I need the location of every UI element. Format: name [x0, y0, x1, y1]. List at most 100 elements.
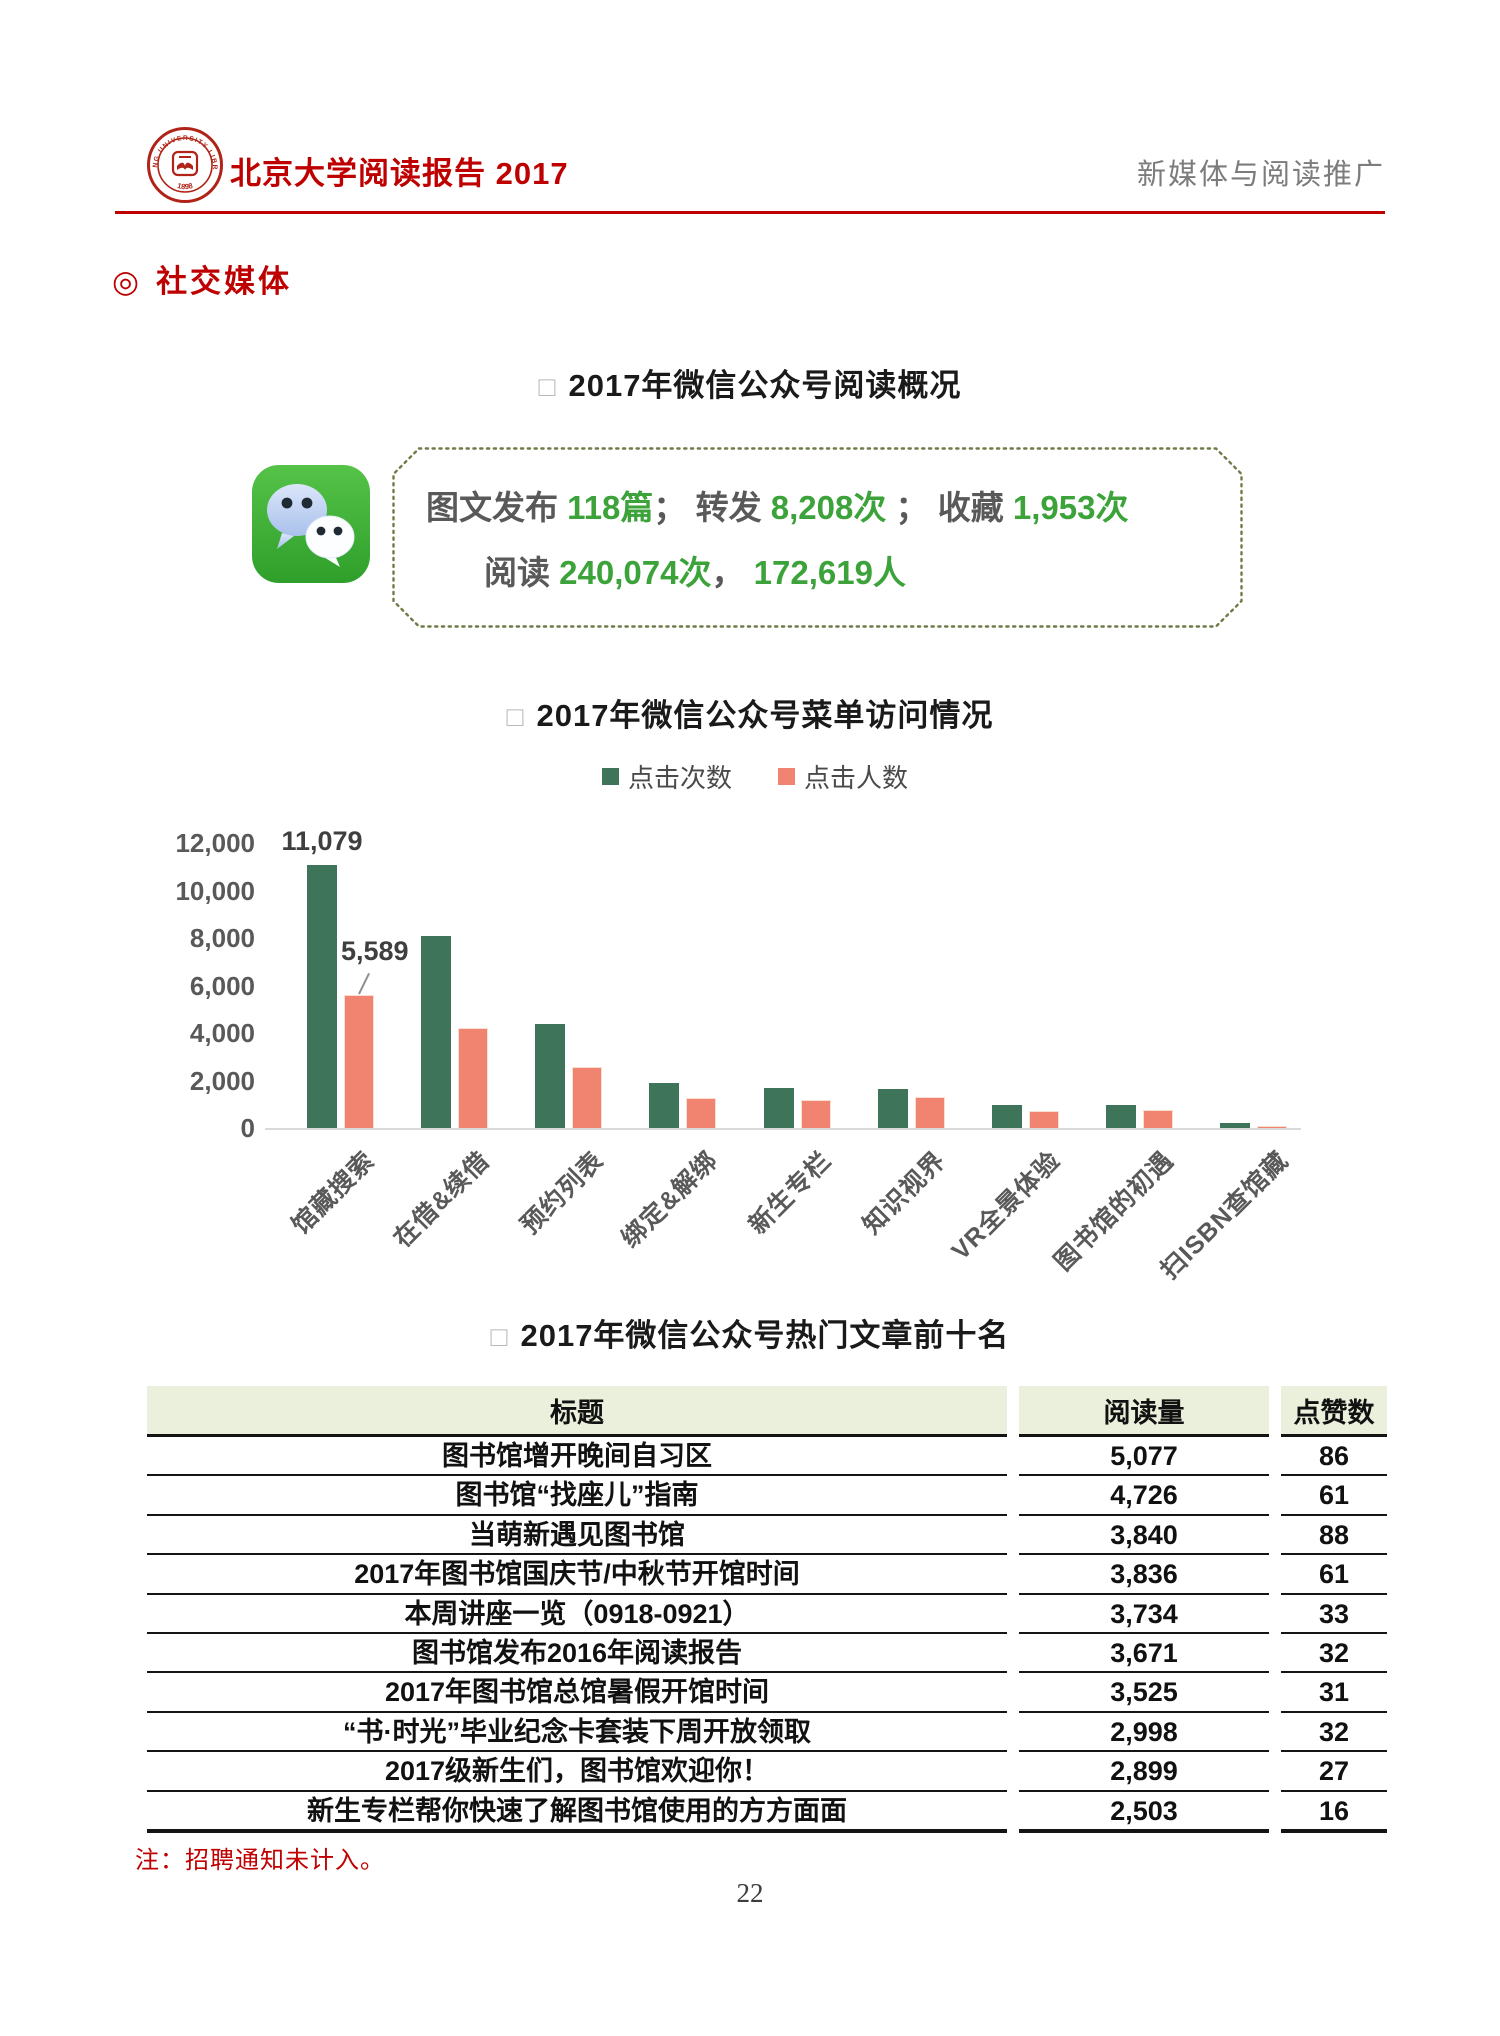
summary-segment-label: ； 转发 [653, 489, 771, 526]
university-library-logo-icon: PEKING UNIVERSITY LIBRARY 1898 [143, 121, 224, 204]
x-axis-label: 预约列表 [515, 1146, 609, 1240]
data-label: 5,589 [341, 936, 409, 967]
footnote: 注：招聘通知未计入。 [135, 1848, 385, 1874]
page-number: 22 [736, 1878, 764, 1908]
article-title-cell: 当萌新遇见图书馆 [147, 1516, 1007, 1556]
like-count-cell: 88 [1281, 1516, 1387, 1556]
bar-点击人数 [572, 1067, 603, 1128]
y-tick-label: 6,000 [189, 970, 255, 1001]
bar-点击人数: 5,589 [341, 936, 409, 1128]
bar-点击次数 [1220, 1123, 1250, 1128]
square-bullet-icon: □ [538, 371, 557, 402]
table-row: 当萌新遇见图书馆 3,840 88 [147, 1516, 1387, 1556]
legend-item: 点击人数 [778, 758, 908, 795]
chart-title-text: 2017年微信公众号菜单访问情况 [536, 698, 994, 733]
bar-group: 预约列表 [515, 843, 609, 1240]
y-tick-label: 0 [240, 1113, 255, 1143]
summary-segment-value: 172,619人 [753, 554, 906, 591]
table-row: 图书馆“找座儿”指南 4,726 61 [147, 1476, 1387, 1516]
table-row: 2017年图书馆国庆节/中秋节开馆时间 3,836 61 [147, 1555, 1387, 1595]
chart-legend: 点击次数 点击人数 [265, 758, 1245, 795]
bar-点击次数 [1105, 1105, 1136, 1128]
y-tick-label: 4,000 [189, 1018, 255, 1048]
read-count-cell: 2,998 [1019, 1713, 1269, 1753]
summary-segment-label: 阅读 [484, 554, 560, 591]
section-heading: ◎ 社交媒体 [112, 256, 292, 301]
bar-group: 绑定&解绑 [616, 843, 723, 1253]
bar-点击次数: 11,079 [281, 826, 363, 1128]
bar-点击次数 [877, 1088, 908, 1128]
y-axis: 12,000 10,000 8,000 6,000 4,000 2,000 0 [110, 828, 255, 1143]
y-tick-label: 10,000 [175, 875, 255, 906]
bar-点击人数 [1028, 1111, 1059, 1128]
section-bullet-icon: ◎ [112, 264, 143, 299]
like-count-cell: 33 [1281, 1595, 1387, 1634]
article-title-cell: 图书馆“找座儿”指南 [147, 1476, 1007, 1516]
table-row: 图书馆发布2016年阅读报告 3,671 32 [147, 1634, 1387, 1674]
x-axis-label: 绑定&解绑 [616, 1146, 723, 1254]
like-count-cell: 32 [1281, 1713, 1387, 1753]
column-header: 点赞数 [1281, 1386, 1387, 1437]
report-title: 北京大学阅读报告 2017 [230, 156, 569, 191]
square-bullet-icon: □ [506, 701, 525, 732]
summary-segment-label: 图文发布 [426, 489, 568, 526]
chart-block-title: □ 2017年微信公众号菜单访问情况 [0, 690, 1500, 735]
leader-line [358, 973, 370, 995]
legend-swatch-icon [601, 768, 619, 785]
x-axis-label: 馆藏搜索 [287, 1146, 381, 1240]
article-title-cell: 图书馆发布2016年阅读报告 [147, 1634, 1007, 1674]
like-count-cell: 16 [1281, 1792, 1387, 1833]
top-articles-table: 标题 阅读量 点赞数 图书馆增开晚间自习区 5,077 86 图书馆“找座儿”指南 4,72… [135, 1386, 1399, 1833]
overview-block-title: □ 2017年微信公众号阅读概况 [0, 360, 1500, 405]
read-count-cell: 3,671 [1019, 1634, 1269, 1674]
summary-segment-value: 1,953次 [1012, 489, 1129, 526]
table-row: “书·时光”毕业纪念卡套装下周开放领取 2,998 32 [147, 1713, 1387, 1753]
table-row: 图书馆增开晚间自习区 5,077 86 [147, 1437, 1387, 1477]
table-body: 图书馆增开晚间自习区 5,077 86 图书馆“找座儿”指南 4,726 61 当萌新遇见图… [147, 1437, 1387, 1833]
table-row: 2017级新生们，图书馆欢迎你！ 2,899 27 [147, 1752, 1387, 1792]
like-count-cell: 31 [1281, 1673, 1387, 1713]
read-count-cell: 2,503 [1019, 1792, 1269, 1833]
x-axis-label: 新生专栏 [743, 1146, 838, 1240]
bar-点击人数 [686, 1098, 717, 1128]
square-bullet-icon: □ [490, 1321, 509, 1352]
table-row: 2017年图书馆总馆暑假开馆时间 3,525 31 [147, 1673, 1387, 1713]
bar-group: 扫ISBN查馆藏 [1155, 843, 1294, 1285]
bar-group: VR全景体验 [946, 843, 1065, 1266]
summary-segment-value: 8,208次 [770, 489, 887, 526]
bar-group: 知识视界 [858, 843, 951, 1240]
table-header-row: 标题 阅读量 点赞数 [147, 1386, 1387, 1437]
table-row: 新生专栏帮你快速了解图书馆使用的方方面面 2,503 16 [147, 1792, 1387, 1833]
y-tick-label: 8,000 [189, 923, 255, 953]
bar-点击人数 [914, 1097, 945, 1128]
summary-segment-label: ； 收藏 [886, 489, 1013, 526]
read-count-cell: 5,077 [1019, 1437, 1269, 1477]
legend-label: 点击人数 [804, 763, 909, 793]
wechat-summary-box: 图文发布 118篇； 转发 8,208次 ； 收藏 1,953次 阅读 240,0… [392, 447, 1243, 628]
bar-点击次数 [535, 1023, 566, 1128]
chapter-title: 新媒体与阅读推广 [1136, 159, 1385, 191]
bar-group: 在借&续借 [388, 843, 495, 1253]
article-title-cell: 本周讲座一览（0918-0921） [147, 1595, 1007, 1634]
article-title-cell: 2017年图书馆总馆暑假开馆时间 [147, 1673, 1007, 1713]
read-count-cell: 4,726 [1019, 1476, 1269, 1516]
read-count-cell: 3,836 [1019, 1555, 1269, 1595]
wechat-icon [248, 461, 374, 587]
article-title-cell: 2017级新生们，图书馆欢迎你！ [147, 1752, 1007, 1792]
legend-item: 点击次数 [601, 758, 732, 795]
article-title-cell: 新生专栏帮你快速了解图书馆使用的方方面面 [147, 1792, 1007, 1833]
like-count-cell: 32 [1281, 1634, 1387, 1674]
bar-点击人数 [1257, 1126, 1287, 1128]
bar-点击次数 [649, 1082, 680, 1128]
read-count-cell: 3,525 [1019, 1673, 1269, 1713]
summary-line: 阅读 240,074次， 172,619人 [426, 546, 1243, 594]
like-count-cell: 61 [1281, 1476, 1387, 1516]
like-count-cell: 61 [1281, 1555, 1387, 1595]
bar-点击次数 [763, 1087, 794, 1128]
like-count-cell: 86 [1281, 1437, 1387, 1477]
overview-title-text: 2017年微信公众号阅读概况 [568, 368, 962, 403]
column-header: 标题 [147, 1386, 1007, 1437]
bar-group: 图书馆的初遇 [1049, 843, 1179, 1276]
article-title-cell: 图书馆增开晚间自习区 [147, 1437, 1007, 1477]
